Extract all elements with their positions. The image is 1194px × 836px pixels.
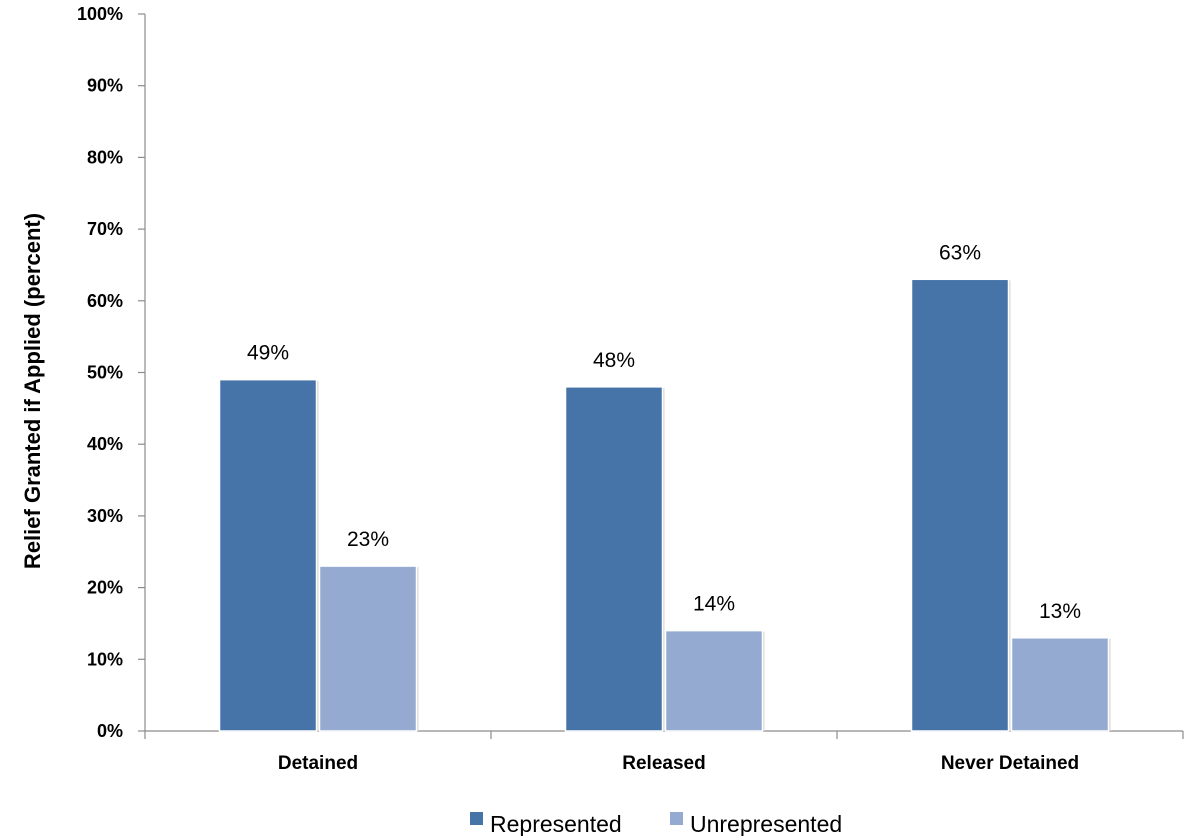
y-axis-title: Relief Granted if Applied (percent): [20, 213, 45, 569]
bar-represented: [218, 378, 318, 732]
legend-swatch: [470, 812, 483, 825]
y-tick-label: 30%: [87, 506, 123, 526]
data-label: 14%: [693, 593, 735, 616]
bar-unrepresented: [318, 565, 418, 732]
y-tick-label: 60%: [87, 291, 123, 311]
y-tick-label: 80%: [87, 147, 123, 167]
axes: 0% 10% 20% 30% 40% 50% 60% 70% 80% 90% 100% Detaine…: [77, 4, 1184, 774]
legend: Represented Unrepresented: [470, 811, 842, 836]
data-labels-group: 49% 23% 48% 14% 63% 13%: [247, 241, 1081, 622]
data-label: 23%: [347, 528, 389, 551]
bars-group: [218, 278, 1111, 732]
legend-label: Unrepresented: [690, 811, 842, 836]
bar-represented: [564, 386, 664, 732]
y-tick-label: 20%: [87, 578, 123, 598]
y-tick-label: 70%: [87, 219, 123, 239]
legend-swatch: [670, 812, 683, 825]
bar-unrepresented: [1010, 637, 1110, 732]
y-tick-label: 90%: [87, 76, 123, 96]
y-tick-label: 50%: [87, 363, 123, 383]
legend-label: Represented: [490, 811, 622, 836]
y-tick-label: 40%: [87, 434, 123, 454]
y-tick-label: 10%: [87, 649, 123, 669]
y-tick-label: 100%: [77, 4, 123, 24]
data-label: 13%: [1039, 600, 1081, 623]
bar-represented: [910, 278, 1010, 732]
data-label: 49%: [247, 342, 289, 365]
x-category-label: Released: [622, 753, 705, 774]
x-category-label: Never Detained: [941, 753, 1079, 774]
data-label: 63%: [939, 241, 981, 264]
x-category-label: Detained: [278, 753, 358, 774]
bar-unrepresented: [664, 629, 764, 732]
data-label: 48%: [593, 349, 635, 372]
y-tick-label: 0%: [97, 721, 123, 741]
